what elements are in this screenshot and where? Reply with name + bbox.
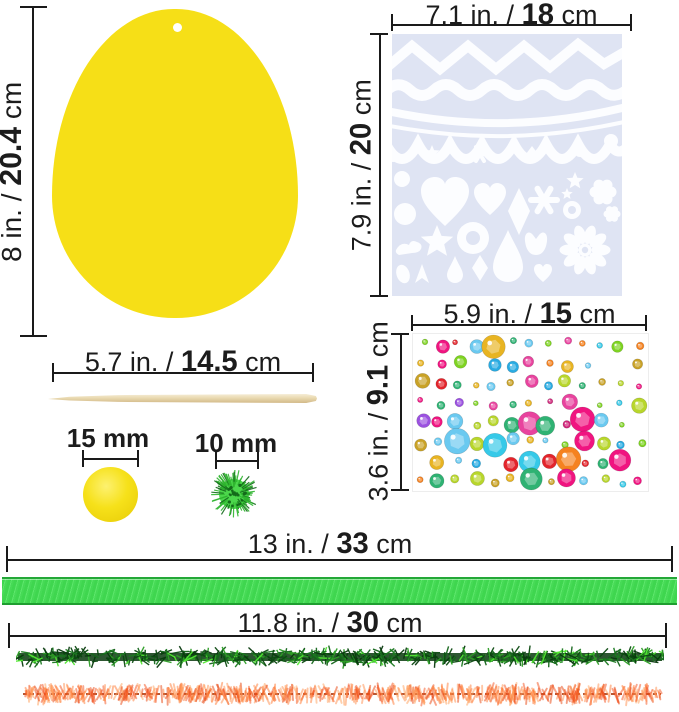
stencil-height-bottom-cap [370,295,388,297]
pipe-length-label: 11.8 in. / 30 cm [237,607,423,639]
tinsel-pipe-cleaner-green [16,645,664,669]
pom-small-label: 10 mm [194,428,278,458]
egg-measure-bottom-cap [20,335,47,337]
gem-width-tick-right [645,315,647,331]
egg-height-label: 8 in. / 20.4 cm [0,81,29,262]
pom-pom-green-glitter [211,470,257,518]
stencil-width-tick-left [391,14,393,31]
stencil-width-tick-right [630,14,632,31]
pom-large-label: 15 mm [66,423,150,453]
chenille-pipe-cleaner-orange [23,681,663,707]
stencil-width-line [391,24,632,26]
pipe-tick-right [665,623,667,648]
stick-measure-line [52,372,314,374]
pom-pom-yellow [83,467,138,522]
pom-small-tick-right [257,452,259,469]
gem-stickers [414,334,648,491]
gem-sheet-height-label: 3.6 in. / 9.1 cm [362,321,395,502]
gem-width-line [411,324,647,326]
ribbon-tick-right [671,546,673,572]
pipe-measure-line [8,635,667,637]
ribbon-measure-line [6,559,673,561]
pom-small-line [215,460,259,462]
egg-hanging-hole [173,23,182,32]
stencil-height-line [379,33,381,297]
egg-measure-line [32,7,34,337]
gem-sticker-sheet [412,333,649,492]
egg-cutout [52,9,298,318]
green-ribbon [2,577,677,605]
gem-height-bottom-cap [391,489,409,491]
pom-large-line [82,458,139,460]
ribbon-length-label: 13 in. / 33 cm [247,528,413,560]
stencil-width-label: 7.1 in. / 18 cm [425,0,598,31]
gem-sheet-width-label: 5.9 in. / 15 cm [443,298,616,330]
stick-tick-right [312,363,314,382]
pom-large-tick-right [137,450,139,467]
stencil-sheet [392,34,622,296]
gem-width-tick-left [411,315,413,331]
wooden-stick [48,394,317,403]
gem-height-line [400,333,402,491]
